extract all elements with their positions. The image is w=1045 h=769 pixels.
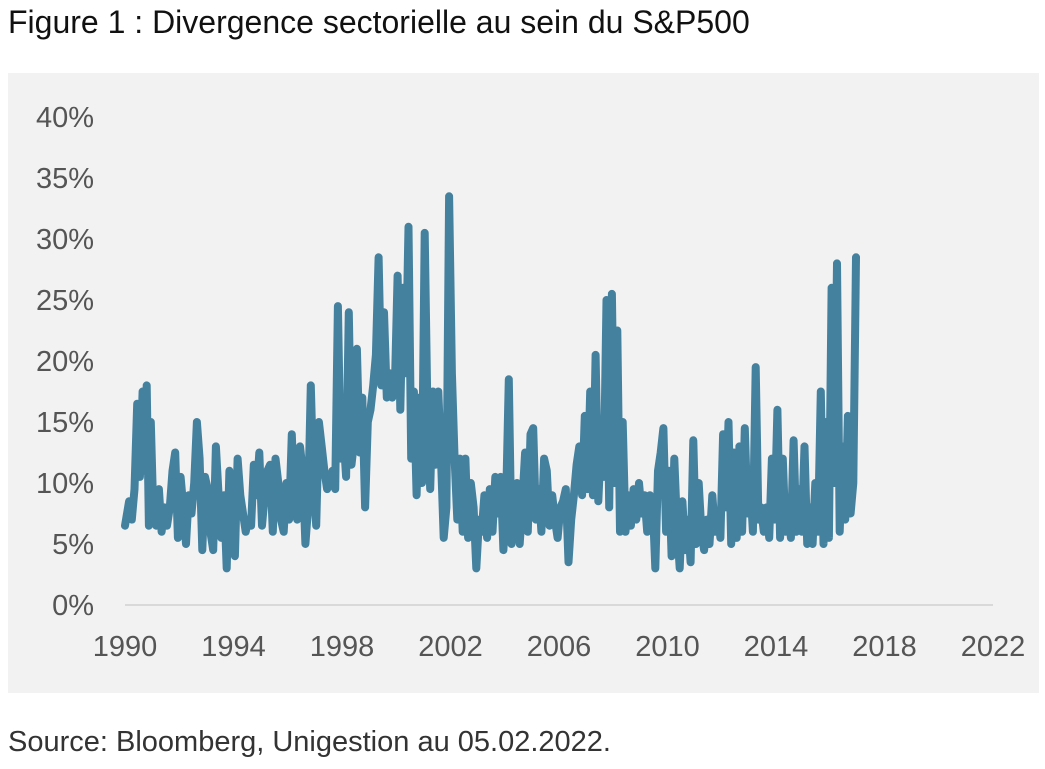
y-tick-label: 35% — [36, 163, 94, 195]
source-note: Source: Bloomberg, Unigestion au 05.02.2… — [8, 726, 611, 758]
x-tick-label: 2022 — [961, 631, 1026, 663]
x-tick-label: 2014 — [744, 631, 809, 663]
y-axis-ticks: 0% 5% 10% 15% 20% 25% 30% 35% 40% — [36, 102, 94, 622]
y-tick-label: 10% — [36, 468, 94, 500]
x-tick-label: 1998 — [310, 631, 375, 663]
y-tick-label: 20% — [36, 346, 94, 378]
y-tick-label: 25% — [36, 285, 94, 317]
y-tick-label: 40% — [36, 102, 94, 134]
x-tick-label: 1990 — [93, 631, 158, 663]
x-axis-ticks: 1990 1994 1998 2002 2006 2010 2014 2018 2022 — [93, 631, 1026, 663]
figure-title: Figure 1 : Divergence sectorielle au sei… — [8, 4, 750, 40]
x-tick-label: 2018 — [852, 631, 917, 663]
y-tick-label: 5% — [52, 529, 94, 561]
series-line — [121, 192, 860, 573]
y-tick-label: 30% — [36, 224, 94, 256]
x-tick-label: 1994 — [201, 631, 266, 663]
y-tick-label: 15% — [36, 407, 94, 439]
y-tick-label: 0% — [52, 590, 94, 622]
x-tick-label: 2002 — [418, 631, 483, 663]
series-group — [121, 192, 860, 573]
x-tick-label: 2010 — [635, 631, 700, 663]
x-tick-label: 2006 — [527, 631, 592, 663]
chart-panel: 0% 5% 10% 15% 20% 25% 30% 35% 40% 1990 1994 1998 20… — [8, 73, 1039, 693]
line-chart: 0% 5% 10% 15% 20% 25% 30% 35% 40% 1990 1994 1998 20… — [36, 102, 1026, 663]
